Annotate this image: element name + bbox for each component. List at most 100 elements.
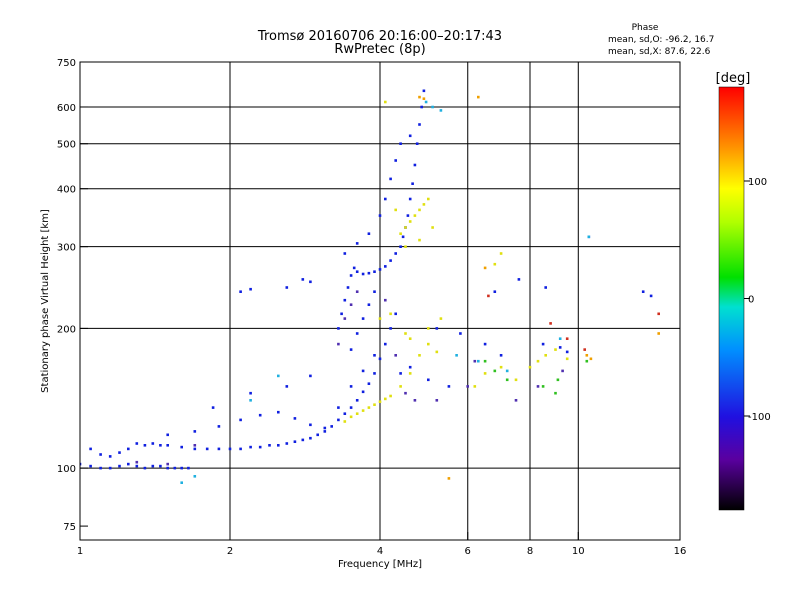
data-point [343, 317, 347, 320]
data-point [99, 453, 102, 456]
data-point [367, 232, 371, 235]
data-point [118, 464, 121, 468]
data-point [641, 290, 645, 293]
x-axis-label: Frequency [MHz] [338, 559, 422, 570]
data-points [80, 89, 660, 484]
data-point [268, 444, 271, 447]
data-point [309, 374, 312, 378]
y-tick-label: 300 [57, 243, 76, 254]
data-point [435, 350, 439, 354]
data-point [565, 337, 569, 340]
data-point [411, 182, 414, 185]
grid-lines [80, 62, 680, 540]
data-point [343, 298, 347, 302]
data-point [384, 342, 387, 346]
data-point [285, 385, 289, 388]
data-point [424, 100, 428, 104]
x-tick-label: 16 [674, 546, 687, 557]
data-point [439, 317, 443, 320]
data-point [422, 203, 426, 206]
data-point [541, 342, 545, 346]
data-point [249, 287, 252, 291]
data-point [193, 444, 197, 447]
data-point [355, 270, 359, 273]
x-tick-label: 1 [77, 546, 83, 557]
data-point [517, 278, 521, 281]
data-point [408, 197, 412, 201]
data-point [361, 317, 365, 320]
y-tick-label: 100 [57, 464, 76, 475]
data-point [657, 312, 660, 316]
data-point [211, 406, 215, 409]
data-point [455, 354, 458, 357]
data-point [277, 410, 280, 414]
data-point [473, 359, 477, 363]
data-point [367, 382, 371, 385]
data-point [108, 466, 112, 470]
y-axis-label: Stationary phase Virtual Height [km] [40, 209, 51, 393]
data-point [583, 348, 586, 351]
data-point [99, 466, 102, 470]
data-point [657, 332, 660, 335]
data-point [585, 359, 589, 363]
data-point [205, 447, 209, 451]
data-point [389, 259, 392, 262]
data-point [389, 312, 392, 316]
data-point [378, 400, 382, 403]
data-point [301, 438, 305, 442]
data-point [143, 444, 147, 447]
data-point [127, 462, 130, 466]
data-point [239, 290, 242, 293]
data-point [323, 430, 327, 433]
data-point [418, 123, 421, 126]
data-point [378, 317, 382, 320]
data-point [193, 447, 197, 451]
data-point [118, 451, 121, 454]
colorbar-tick-label: 0 [748, 295, 754, 306]
data-point [285, 286, 289, 289]
data-point [373, 403, 376, 406]
data-point [459, 332, 462, 335]
data-point [483, 372, 487, 375]
data-point [349, 385, 353, 388]
data-point [349, 415, 353, 419]
data-point [337, 418, 340, 422]
data-point [483, 342, 487, 346]
data-point [180, 481, 183, 484]
y-tick-label: 750 [57, 58, 76, 69]
data-point [180, 466, 183, 470]
data-point [378, 214, 382, 217]
data-point [89, 447, 92, 451]
data-point [384, 298, 387, 302]
data-point [554, 348, 557, 351]
data-point [373, 372, 376, 375]
chart-subtitle: RwPretec (8p) [334, 42, 425, 57]
data-point [447, 477, 451, 480]
data-point [413, 163, 417, 167]
data-point [143, 466, 147, 470]
data-point [420, 105, 423, 109]
data-point [399, 385, 402, 388]
data-point [556, 378, 560, 382]
data-point [565, 350, 569, 354]
data-point [431, 226, 434, 229]
data-point [505, 369, 509, 373]
data-point [404, 245, 407, 248]
data-point [431, 105, 434, 109]
data-point [166, 462, 169, 466]
data-point [217, 447, 221, 451]
data-point [384, 397, 387, 401]
data-point [352, 266, 356, 270]
y-axis-ticks: 75 100 200 300 400 500 600 750 [57, 58, 88, 533]
data-point [277, 374, 280, 378]
data-point [473, 385, 477, 388]
data-point [373, 270, 376, 273]
data-point [135, 464, 139, 468]
data-point [373, 354, 376, 357]
data-point [355, 242, 359, 245]
data-point [435, 327, 439, 330]
data-point [378, 357, 382, 361]
data-point [418, 238, 421, 242]
data-point [544, 354, 547, 357]
data-point [394, 354, 397, 357]
